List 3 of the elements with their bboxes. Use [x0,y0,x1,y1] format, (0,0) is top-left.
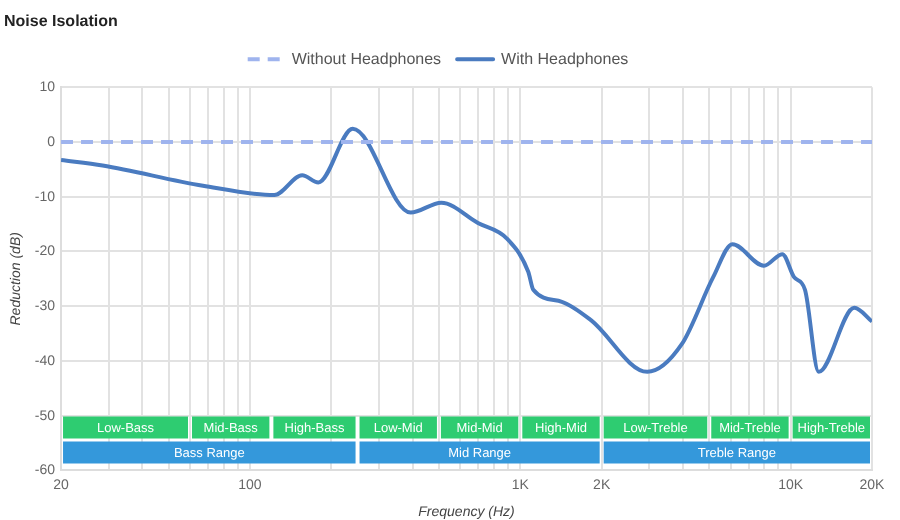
legend-label: With Headphones [501,49,629,68]
chart-title: Noise Isolation [4,12,119,31]
legend-label: Without Headphones [291,49,442,68]
